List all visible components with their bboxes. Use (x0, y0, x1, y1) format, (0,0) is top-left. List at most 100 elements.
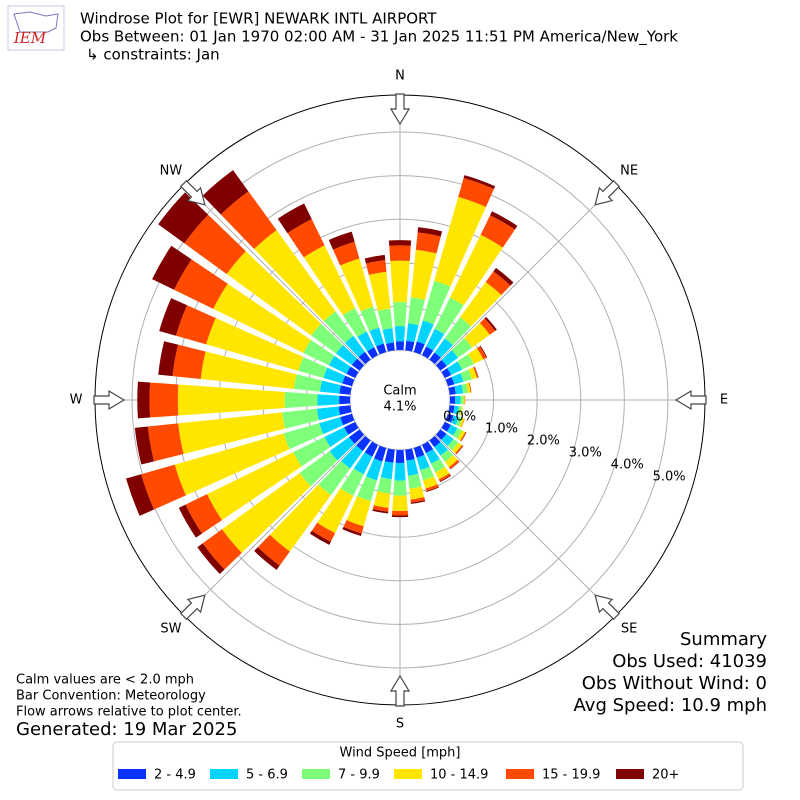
bar-segment (360, 306, 380, 332)
plot (94, 94, 706, 706)
bar-segment (474, 366, 479, 378)
bar-segment (393, 480, 407, 496)
bar-segment (445, 377, 455, 387)
bar-segment (409, 486, 425, 500)
bar-segment (484, 316, 497, 331)
bar-segment (425, 484, 439, 492)
bar-segment (429, 435, 441, 448)
legend-label: 5 - 6.9 (246, 768, 288, 783)
bar-segment (323, 367, 346, 384)
bar-segment (311, 323, 344, 354)
bar-segment (382, 328, 394, 344)
bar-segment (480, 215, 515, 248)
legend-swatch (210, 769, 238, 779)
bar-segment (395, 449, 405, 464)
bar-segment (293, 374, 322, 392)
bar-segment (389, 245, 411, 261)
bar-segment (434, 297, 464, 335)
bar-segment (434, 196, 486, 287)
bar-segment (220, 191, 277, 249)
bar-segment (357, 331, 375, 352)
bar-segment (460, 281, 502, 327)
bar-segment (348, 429, 365, 444)
bar-segment (377, 477, 392, 494)
bar-segment (447, 438, 459, 451)
bar-segment (426, 486, 439, 493)
legend-label: 2 - 4.9 (154, 768, 196, 783)
bar-segment (468, 382, 472, 393)
bar-segment (339, 395, 351, 405)
bar-segment (407, 473, 422, 489)
bar-segment (454, 384, 464, 395)
flow-arrow (179, 594, 206, 621)
bar-segment (456, 445, 464, 455)
bar-segment (425, 449, 440, 464)
flow-arrow (389, 93, 411, 126)
legend-label: 15 - 19.9 (542, 768, 600, 783)
bar-segment (460, 395, 464, 405)
bar-segment (406, 323, 419, 343)
bar-segment (373, 491, 391, 508)
logo-text: IEM (13, 29, 47, 47)
bar-segment (177, 384, 285, 416)
bar-segment (158, 341, 179, 377)
bar-segment (479, 345, 488, 358)
r-tick-label: 1.0% (485, 422, 518, 437)
bar-segment (448, 459, 460, 470)
bar-segment (490, 211, 518, 230)
bar-segment (448, 386, 456, 395)
bar-segment (206, 317, 304, 371)
bar-segment (257, 534, 290, 566)
bar-segment (206, 452, 302, 521)
direction-label: W (70, 393, 83, 408)
grid-spoke (183, 183, 365, 365)
bar-segment (393, 302, 407, 327)
bar-segment (408, 297, 425, 326)
bar-segment (178, 504, 203, 538)
bar-segment (342, 526, 362, 537)
bar-segment (415, 232, 441, 254)
grid-spoke (183, 435, 365, 617)
bar-segment (458, 178, 494, 207)
legend-swatch (118, 769, 146, 779)
logo-map (13, 11, 59, 33)
generated: Generated: 19 Mar 2025 (16, 719, 237, 740)
bar-segment (213, 283, 311, 353)
bar-segment (392, 495, 408, 512)
bar-segment (309, 530, 331, 545)
bar-segment (147, 423, 184, 462)
summary-line: Obs Used: 41039 (612, 651, 767, 672)
legend-title: Wind Speed [mph] (340, 746, 461, 761)
bar-segment (368, 271, 391, 311)
legend-label: 10 - 14.9 (430, 768, 488, 783)
bar-segment (413, 445, 425, 458)
bar-segment (185, 494, 222, 534)
bar-segment (365, 260, 387, 275)
bar-segment (329, 437, 355, 461)
bar-segment (395, 341, 405, 351)
bar-segment (431, 458, 446, 473)
bar-segment (174, 259, 228, 309)
bar-segment (373, 445, 387, 462)
bar-segment (303, 245, 356, 316)
flow-arrow (179, 179, 206, 206)
bar-segment (439, 475, 452, 483)
bar-segment (269, 484, 331, 552)
bar-segment (420, 466, 434, 481)
bar-segment (451, 338, 473, 358)
bar-segment (344, 335, 365, 358)
bar-segment (159, 298, 188, 336)
bar-segment (390, 260, 410, 303)
bar-segment (434, 338, 453, 358)
bar-segment (324, 427, 349, 447)
legend-swatch (302, 769, 330, 779)
bar-segment (460, 369, 472, 382)
bar-segment (445, 455, 458, 468)
bar-segment (316, 406, 341, 421)
legend-label: 20+ (652, 768, 679, 783)
flow-arrow (674, 389, 707, 411)
bar-segment (319, 417, 344, 435)
direction-label: NE (620, 163, 638, 178)
bar-segment (440, 449, 454, 462)
bar-segment (410, 500, 426, 504)
